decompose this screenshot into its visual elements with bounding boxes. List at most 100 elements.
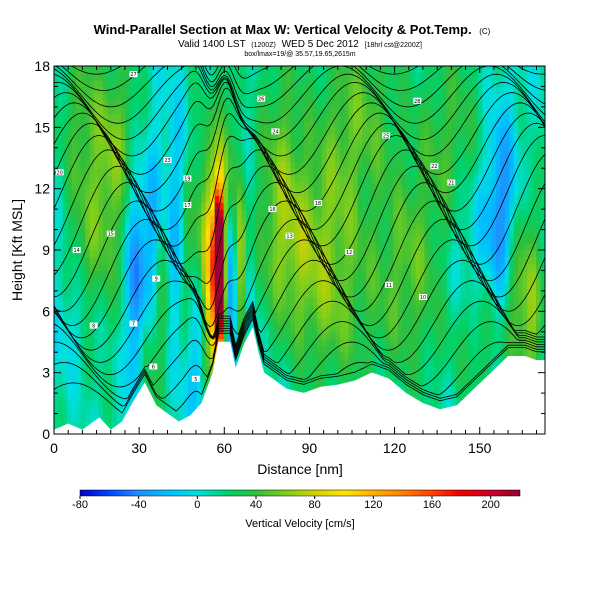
velocity-cell bbox=[366, 72, 372, 81]
velocity-cell bbox=[67, 372, 73, 381]
velocity-cell bbox=[165, 93, 171, 101]
velocity-cell bbox=[210, 215, 216, 224]
velocity-cell bbox=[80, 147, 86, 156]
velocity-cell bbox=[393, 154, 399, 162]
velocity-cell bbox=[259, 181, 265, 190]
velocity-cell bbox=[112, 277, 118, 285]
velocity-cell bbox=[446, 202, 452, 210]
velocity-cell bbox=[424, 188, 430, 197]
velocity-cell bbox=[353, 331, 359, 340]
velocity-cell bbox=[299, 140, 305, 149]
velocity-cell bbox=[116, 120, 122, 128]
velocity-cell bbox=[295, 290, 301, 299]
velocity-cell bbox=[446, 331, 452, 340]
velocity-cell bbox=[281, 345, 287, 353]
velocity-cell bbox=[295, 352, 301, 360]
velocity-cell bbox=[326, 304, 332, 312]
velocity-cell bbox=[112, 352, 118, 360]
velocity-cell bbox=[170, 66, 176, 74]
velocity-cell bbox=[428, 297, 435, 306]
velocity-cell bbox=[295, 195, 301, 203]
velocity-cell bbox=[219, 209, 225, 217]
velocity-cell bbox=[147, 324, 153, 333]
velocity-cell bbox=[71, 338, 77, 346]
velocity-cell bbox=[183, 345, 189, 353]
velocity-cell bbox=[424, 229, 430, 237]
velocity-cell bbox=[134, 66, 140, 74]
velocity-cell bbox=[134, 93, 140, 101]
velocity-cell bbox=[375, 290, 381, 299]
velocity-cell bbox=[232, 113, 238, 122]
velocity-cell bbox=[357, 304, 363, 312]
velocity-cell bbox=[62, 106, 68, 115]
velocity-cell bbox=[210, 222, 216, 231]
velocity-cell bbox=[71, 154, 77, 162]
velocity-cell bbox=[125, 86, 131, 94]
velocity-cell bbox=[237, 263, 243, 272]
velocity-cell bbox=[143, 352, 149, 360]
velocity-cell bbox=[433, 106, 439, 115]
velocity-cell bbox=[98, 106, 104, 115]
velocity-cell bbox=[424, 270, 430, 278]
velocity-cell bbox=[125, 72, 131, 81]
velocity-cell bbox=[303, 188, 310, 197]
velocity-cell bbox=[223, 277, 229, 285]
velocity-cell bbox=[62, 215, 68, 224]
velocity-cell bbox=[379, 243, 385, 251]
velocity-cell bbox=[268, 113, 274, 122]
velocity-cell bbox=[259, 318, 265, 326]
velocity-cell bbox=[54, 93, 60, 101]
velocity-cell bbox=[330, 352, 336, 360]
velocity-cell bbox=[161, 113, 167, 122]
velocity-cell bbox=[259, 134, 265, 142]
velocity-cell bbox=[281, 379, 287, 387]
velocity-cell bbox=[62, 277, 68, 285]
velocity-cell bbox=[147, 181, 153, 190]
velocity-cell bbox=[116, 331, 122, 340]
velocity-cell bbox=[223, 215, 229, 224]
velocity-cell bbox=[125, 147, 131, 156]
velocity-cell bbox=[259, 127, 265, 135]
velocity-cell bbox=[80, 338, 86, 346]
velocity-cell bbox=[210, 331, 216, 340]
velocity-cell bbox=[308, 100, 314, 108]
velocity-cell bbox=[228, 236, 234, 244]
velocity-cell bbox=[201, 72, 207, 81]
velocity-cell bbox=[277, 93, 283, 101]
velocity-cell bbox=[442, 106, 448, 115]
velocity-cell bbox=[228, 161, 234, 169]
velocity-cell bbox=[455, 113, 461, 122]
velocity-cell bbox=[411, 195, 417, 203]
velocity-cell bbox=[80, 161, 86, 169]
velocity-cell bbox=[192, 256, 198, 265]
velocity-cell bbox=[80, 263, 86, 272]
velocity-cell bbox=[299, 352, 305, 360]
velocity-cell bbox=[112, 236, 118, 244]
velocity-cell bbox=[259, 270, 265, 278]
velocity-cell bbox=[312, 127, 318, 135]
velocity-cell bbox=[245, 72, 251, 81]
velocity-cell bbox=[129, 338, 135, 346]
velocity-cell bbox=[232, 120, 238, 128]
velocity-cell bbox=[411, 140, 417, 149]
velocity-cell bbox=[433, 134, 439, 142]
velocity-cell bbox=[281, 365, 287, 374]
velocity-cell bbox=[259, 284, 265, 292]
velocity-cell bbox=[402, 222, 408, 231]
velocity-cell bbox=[165, 359, 171, 367]
velocity-cell bbox=[205, 379, 211, 387]
velocity-cell bbox=[397, 318, 403, 326]
velocity-cell bbox=[415, 379, 421, 387]
velocity-cell bbox=[464, 284, 470, 292]
velocity-cell bbox=[281, 324, 287, 333]
velocity-cell bbox=[71, 175, 77, 183]
velocity-cell bbox=[54, 290, 60, 299]
velocity-cell bbox=[67, 140, 73, 149]
velocity-cell bbox=[312, 195, 318, 203]
velocity-cell bbox=[370, 365, 376, 374]
velocity-cell bbox=[370, 345, 376, 353]
velocity-cell bbox=[147, 113, 153, 122]
velocity-cell bbox=[103, 229, 109, 237]
velocity-cell bbox=[308, 66, 314, 74]
velocity-cell bbox=[76, 127, 82, 135]
